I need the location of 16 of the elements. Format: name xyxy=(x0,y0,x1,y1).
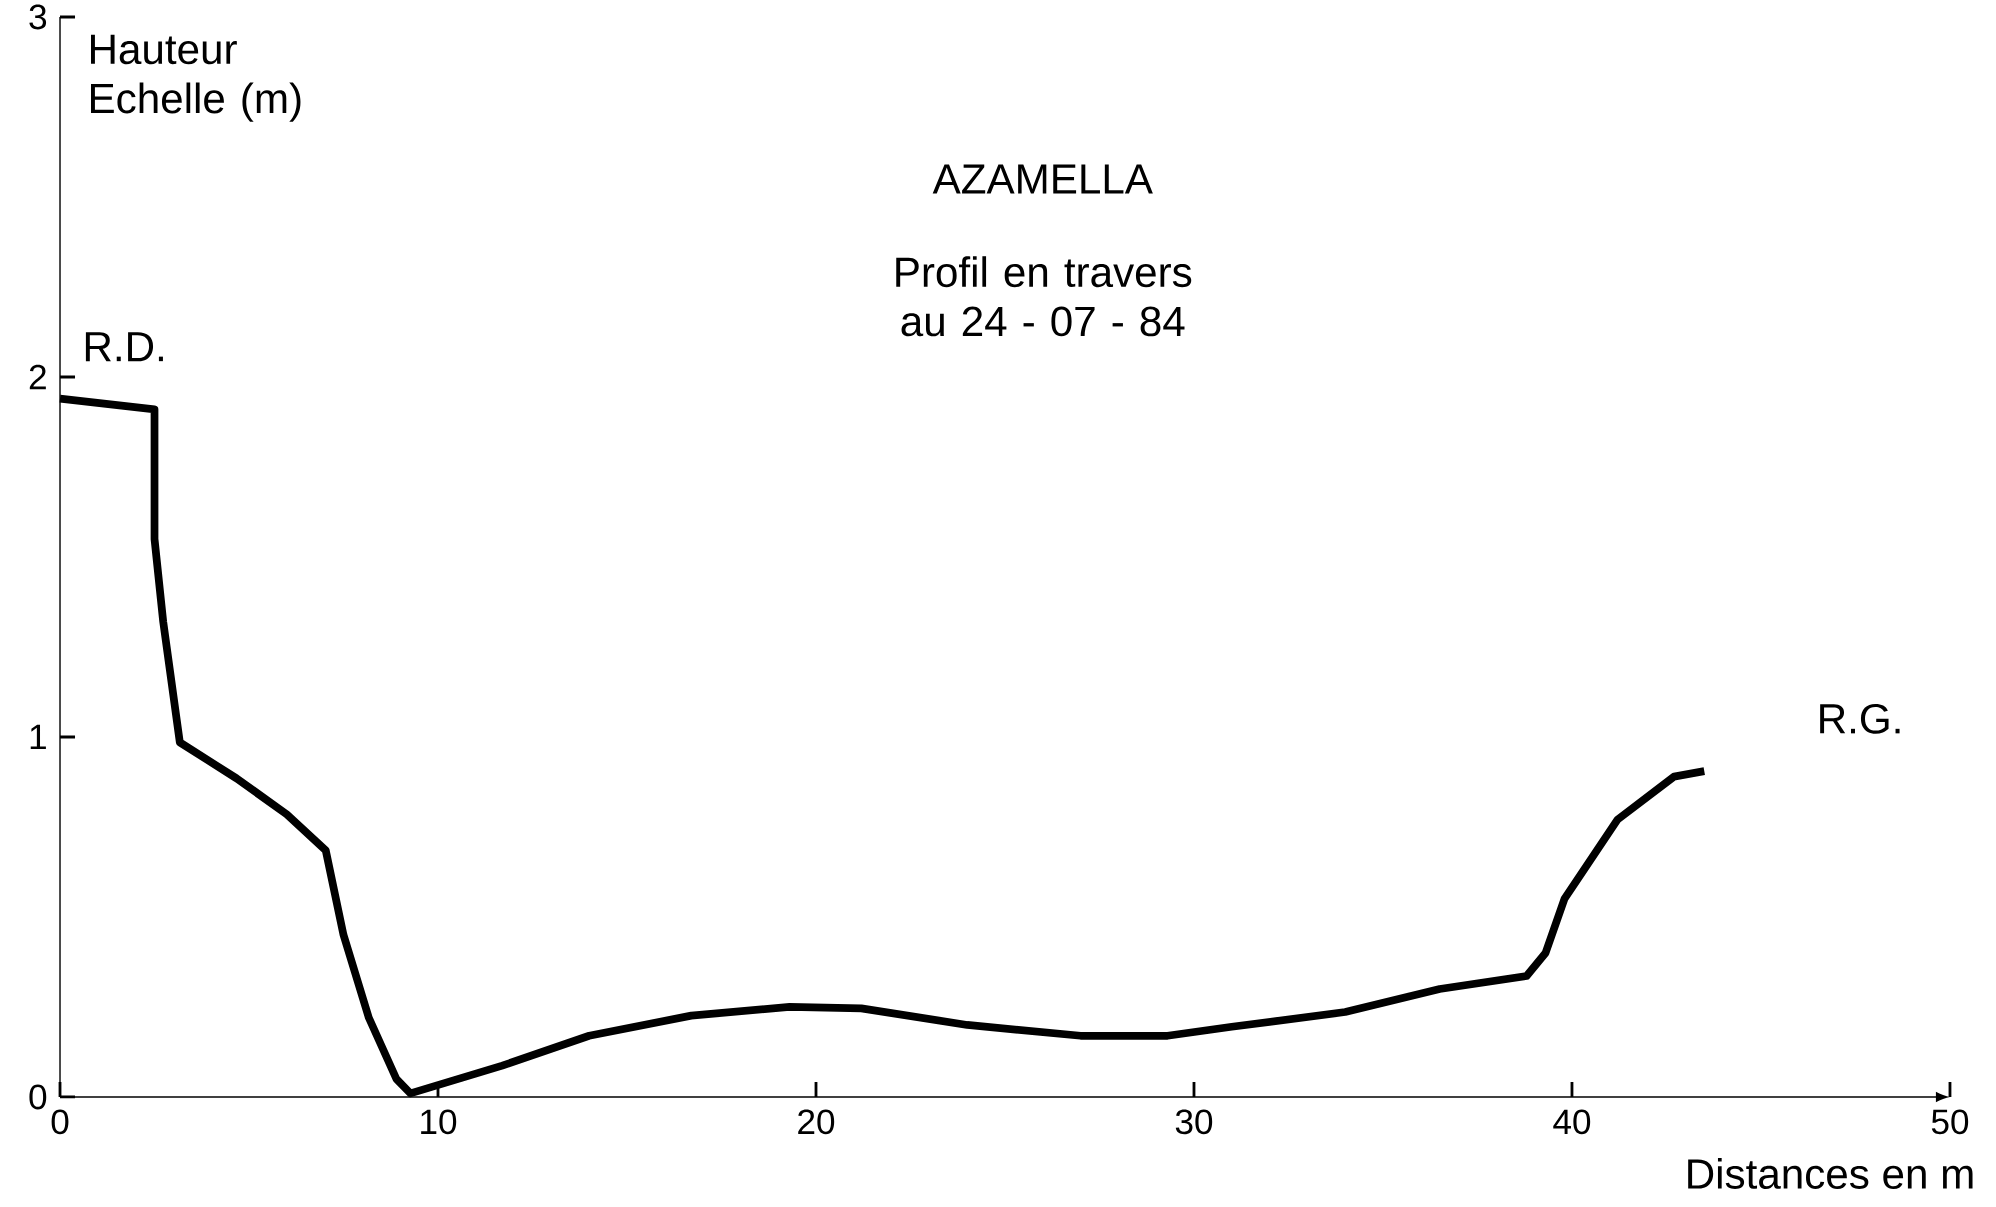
y-tick-label: 0 xyxy=(29,1084,47,1110)
x-tick-label: 30 xyxy=(1175,1109,1213,1135)
x-tick-label: 20 xyxy=(798,1109,835,1135)
y-tick-label: 1 xyxy=(30,724,46,750)
y-axis-title: Hauteur Echelle (m) xyxy=(91,34,301,122)
text: AZAMELLA xyxy=(932,164,1153,194)
annotation: R.D. xyxy=(85,332,163,362)
y-tick-label: 3 xyxy=(29,4,47,30)
text: Profil en travers au 24 - 07 - 84 xyxy=(896,256,1192,337)
x-tick-label: 40 xyxy=(1553,1109,1591,1135)
y-tick-label: 2 xyxy=(29,364,46,390)
x-tick-label: 50 xyxy=(1931,1109,1969,1135)
x-tick-label: 0 xyxy=(51,1109,69,1135)
x-tick-label: 10 xyxy=(421,1109,457,1135)
x-axis-title: Distances en m xyxy=(1688,1158,1973,1189)
annotation: R.G. xyxy=(1820,703,1900,734)
